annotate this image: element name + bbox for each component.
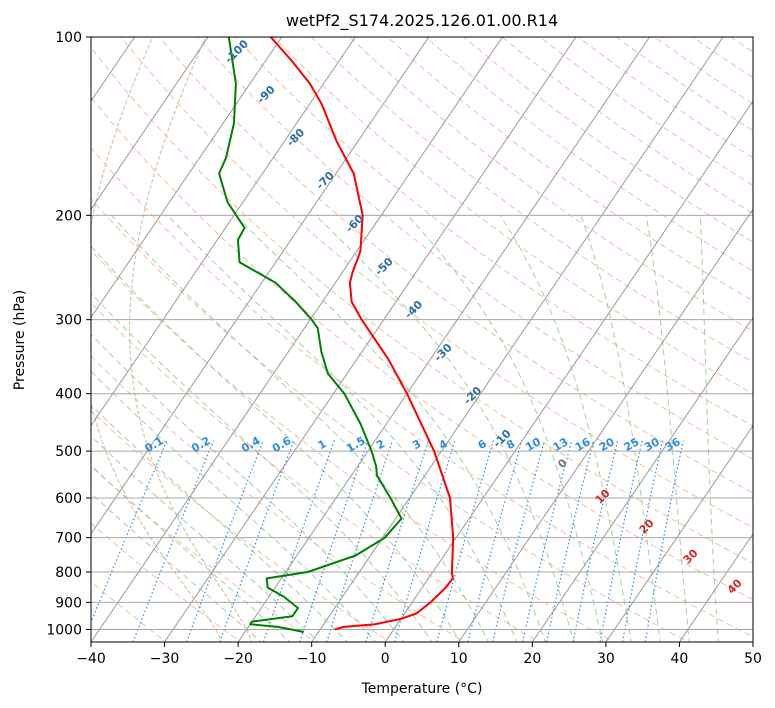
moist-adiabat [111,214,490,642]
dewpoint-line [218,37,403,633]
dry-adiabat [120,37,753,529]
moist-adiabat [91,245,461,642]
x-tick-label: −30 [150,651,180,667]
dry-adiabat [349,37,753,332]
moist-adiabat [91,404,348,642]
y-tick-label: 300 [55,313,82,329]
moist-adiabat [407,214,604,642]
moist-adiabat [645,215,690,642]
x-tick-label: 50 [744,651,762,667]
mixing-ratio-line [521,440,573,642]
plot-frame [90,36,754,643]
dry-adiabat [91,409,391,642]
mixing-ratio-line [91,440,168,624]
x-tick-label: −40 [76,651,106,667]
x-tick-label: 40 [671,651,689,667]
x-tick-label: 30 [597,651,615,667]
mixing-ratio-line [644,440,684,642]
y-tick-label: 500 [55,444,82,460]
moist-adiabat [91,370,377,642]
mixing-ratio-line [622,440,664,642]
mixing-ratio-line [492,440,546,642]
x-tick-label: 10 [450,651,468,667]
dry-adiabat [91,46,753,564]
dry-adiabat [234,37,753,427]
y-tick-label: 700 [55,531,82,547]
y-tick-label: 900 [55,595,82,611]
temperature-line [269,37,455,631]
isotherm-line [531,316,753,642]
isotherm-line [605,424,753,642]
moist-adiabat [91,464,291,642]
x-tick-label: −10 [297,651,327,667]
mixing-ratio-line [262,440,335,642]
moist-adiabat [91,292,433,642]
isotherm-line [164,37,577,642]
mixing-ratio-line [219,440,295,642]
y-tick-label: 200 [55,208,82,224]
isotherm-line [458,208,753,642]
dry-adiabat [387,37,753,302]
axis-ticks: −40 −30 −20 −10 0 10 20 30 40 50 100 200 300 400 500 60… [46,30,762,667]
isotherm-line [91,37,356,427]
moist-adiabat [315,214,575,642]
moist-adiabat [699,215,719,642]
dry-adiabat [91,96,753,601]
chart-title: wetPf2_S174.2025.126.01.00.R14 [286,11,558,31]
y-tick-label: 100 [55,30,82,46]
y-tick-label: 400 [55,387,82,403]
dry-adiabat [196,37,753,460]
isotherm-line [91,37,430,535]
x-tick-label: 0 [381,651,390,667]
moist-adiabat [91,435,320,642]
y-tick-label: 1000 [46,622,82,638]
background-lines [91,37,753,642]
mixing-ratio-line [467,440,523,642]
x-tick-label: −20 [223,651,253,667]
y-tick-label: 600 [55,491,82,507]
data-series [218,37,455,633]
mixing-ratio-line [436,440,495,642]
moist-adiabat [234,214,546,642]
mixing-ratio-line [599,440,643,642]
moist-adiabat [91,333,405,642]
y-axis-label: Pressure (hPa) [12,290,28,390]
x-axis-label: Temperature (°C) [361,681,483,697]
isotherm-line [91,37,503,642]
isotherm-line [91,37,209,211]
dry-adiabat [91,355,466,642]
moist-adiabat [91,492,262,642]
mixing-ratio-line [546,440,595,642]
dry-adiabat [158,37,753,494]
y-tick-label: 800 [55,565,82,581]
x-tick-label: 20 [523,651,541,667]
mixing-ratio-line [365,440,430,642]
dry-adiabat [91,198,690,642]
isotherm-line [237,37,650,642]
mixing-ratio-line [572,440,619,642]
moist-adiabat [580,215,661,642]
reference-curve [128,37,252,642]
isotherm-line [679,532,753,642]
isotherm-line [91,37,283,319]
